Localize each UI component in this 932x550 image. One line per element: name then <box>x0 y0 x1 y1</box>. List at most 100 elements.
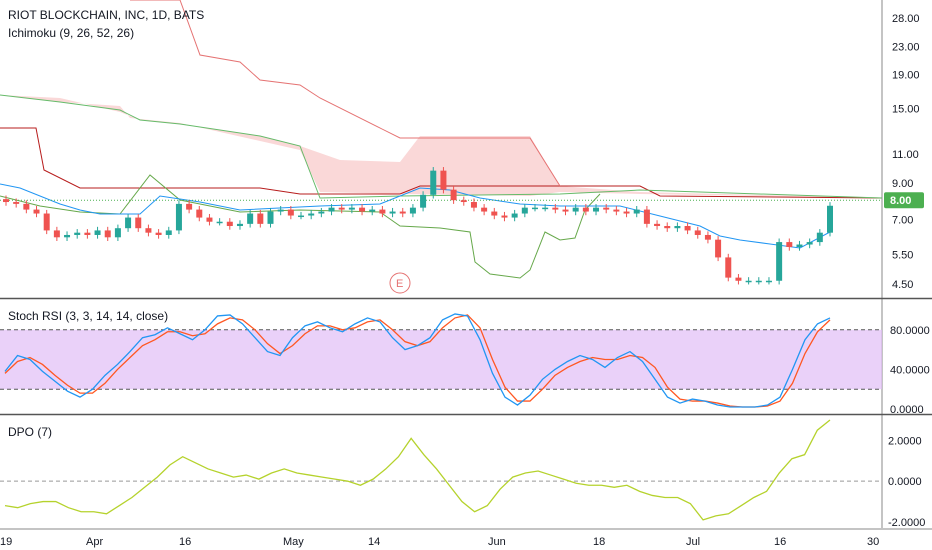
candle-body <box>338 207 345 210</box>
candle-body <box>216 221 223 224</box>
candle-body <box>298 215 305 218</box>
candle-body <box>399 211 406 214</box>
stoch-tick-label: 40.0000 <box>890 364 930 376</box>
candle-body <box>196 209 203 218</box>
candle-body <box>796 244 803 248</box>
time-tick-label: 16 <box>774 536 786 548</box>
candle-body <box>542 207 549 210</box>
candle-body <box>430 170 437 195</box>
senkou-span-a <box>0 94 883 199</box>
candle-body <box>23 203 30 210</box>
candle-body <box>125 217 132 229</box>
price-tick-label: 11.00 <box>892 149 919 161</box>
candle-body <box>593 207 600 212</box>
candle-body <box>104 230 111 238</box>
earnings-marker-label: E <box>396 278 403 290</box>
time-tick-label: 14 <box>368 536 380 548</box>
candle-body <box>776 242 783 281</box>
time-tick-label: 19 <box>0 536 12 548</box>
candle-body <box>348 207 355 210</box>
candle-body <box>206 217 213 222</box>
candle-body <box>481 207 488 212</box>
candle-body <box>175 203 182 231</box>
candle-body <box>3 199 9 203</box>
candle-body <box>531 207 538 210</box>
time-tick-label: 30 <box>867 536 879 548</box>
candle-body <box>562 209 569 212</box>
ichimoku-cloud <box>0 95 882 198</box>
candle-body <box>664 226 671 229</box>
candle-body <box>308 213 315 216</box>
candle-body <box>64 234 71 238</box>
candle-body <box>623 211 630 214</box>
candle-body <box>491 211 498 216</box>
candle-body <box>277 209 284 212</box>
candle-body <box>84 232 91 235</box>
candle-body <box>287 209 294 216</box>
candle-body <box>226 221 233 227</box>
time-tick-label: 16 <box>179 536 191 548</box>
earnings-marker <box>389 272 411 294</box>
candle-body <box>135 217 142 229</box>
candle-body <box>318 211 325 214</box>
candle-body <box>633 209 640 214</box>
time-tick-label: Jun <box>488 536 506 548</box>
stoch-band <box>0 329 882 390</box>
stoch-k-line <box>4 313 831 408</box>
candle-body <box>94 230 101 235</box>
candle-body <box>745 280 752 283</box>
candle-body <box>359 207 366 212</box>
candle-body <box>470 202 477 208</box>
candle-body <box>674 226 681 229</box>
candle-body <box>654 223 661 227</box>
dpo-label[interactable]: DPO (7) <box>8 425 53 439</box>
candle-body <box>501 215 508 218</box>
dpo-tick-label: -2.0000 <box>888 517 925 529</box>
candle-body <box>806 242 813 245</box>
candle-body <box>552 207 559 210</box>
time-tick-label: Jul <box>686 536 700 548</box>
candle-body <box>460 200 467 203</box>
candle-body <box>53 230 60 238</box>
kijun-line <box>0 127 883 199</box>
candle-body <box>816 232 823 243</box>
candle-body <box>409 207 416 214</box>
candle-body <box>786 242 793 248</box>
price-tick-label: 28.00 <box>892 13 920 25</box>
time-tick-label: 18 <box>593 536 605 548</box>
ichimoku-label[interactable]: Ichimoku (9, 26, 52, 26) <box>8 26 135 40</box>
candle-body <box>827 205 833 233</box>
stoch-tick-label: 0.0000 <box>890 404 924 416</box>
candle-body <box>33 209 40 214</box>
tenkan-line <box>0 183 831 249</box>
candle-body <box>267 211 274 224</box>
candle-body <box>114 228 121 238</box>
candle-body <box>572 207 579 212</box>
candle-body <box>369 209 376 212</box>
candle-body <box>155 232 162 235</box>
senkou-span-b <box>130 0 561 187</box>
candle-body <box>684 226 691 231</box>
symbol-title: RIOT BLOCKCHAIN, INC, 1D, BATS <box>8 8 205 22</box>
candle-body <box>735 277 742 281</box>
dpo-line <box>4 419 831 521</box>
candle-body <box>694 230 701 235</box>
candle-body <box>511 213 518 218</box>
time-tick-label: Apr <box>86 536 103 548</box>
price-tick-label: 7.00 <box>892 215 913 227</box>
candle-body <box>704 234 711 240</box>
stoch-rsi-label[interactable]: Stoch RSI (3, 3, 14, 14, close) <box>8 309 169 323</box>
candle-body <box>603 207 610 210</box>
candle-body <box>450 189 457 201</box>
candle-body <box>643 209 650 224</box>
candle-body <box>247 213 254 224</box>
candle-body <box>715 239 722 258</box>
price-tick-label: 4.50 <box>892 279 913 291</box>
candle-body <box>765 280 772 283</box>
candle-body <box>165 230 172 235</box>
price-tick-label: 5.50 <box>892 250 913 262</box>
candle-body <box>420 194 427 208</box>
chikou-span <box>0 174 601 279</box>
candle-body <box>43 213 50 231</box>
